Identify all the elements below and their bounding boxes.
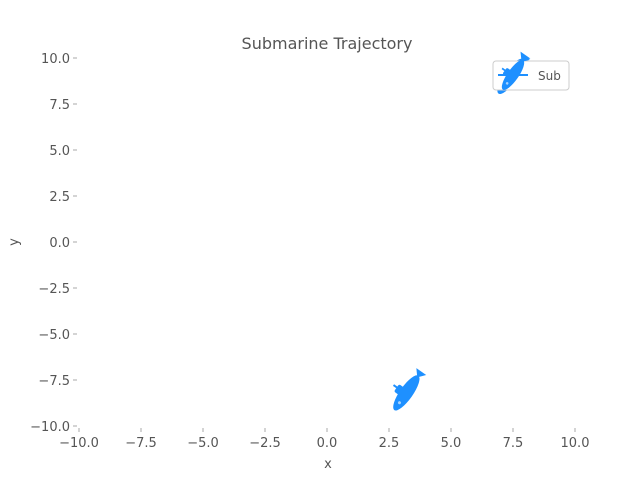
- y-tick-label: 2.5: [49, 190, 70, 205]
- chart-title: Submarine Trajectory: [242, 34, 413, 53]
- x-tick-label: −5.0: [187, 436, 219, 451]
- x-tick-label: 10.0: [561, 436, 590, 451]
- y-tick-label: −2.5: [38, 282, 70, 297]
- x-tick-label: −10.0: [59, 436, 99, 451]
- legend-marker: [498, 53, 530, 90]
- y-axis-ticks: −10.0 −7.5 −5.0 −2.5 0.0 2.5 5.0 7.5 10.0: [30, 52, 77, 435]
- y-tick-label: −7.5: [38, 374, 70, 389]
- y-tick-label: 10.0: [41, 52, 70, 67]
- x-tick-label: 2.5: [379, 436, 400, 451]
- y-tick-label: 7.5: [49, 98, 70, 113]
- submarine-icon: [392, 368, 427, 411]
- y-tick-label: 0.0: [49, 236, 70, 251]
- x-tick-label: 7.5: [503, 436, 524, 451]
- legend-label-sub: Sub: [538, 69, 561, 83]
- x-tick-label: 0.0: [317, 436, 338, 451]
- x-tick-label: −7.5: [125, 436, 157, 451]
- x-axis-ticks: −10.0 −7.5 −5.0 −2.5 0.0 2.5 5.0 7.5 10.0: [59, 428, 589, 451]
- y-tick-label: −5.0: [38, 328, 70, 343]
- submarine-icon: [501, 53, 530, 90]
- y-tick-label: −10.0: [30, 420, 70, 435]
- legend: Sub: [492, 53, 570, 91]
- y-tick-label: 5.0: [49, 144, 70, 159]
- x-tick-label: 5.0: [441, 436, 462, 451]
- y-axis-label: y: [7, 238, 22, 246]
- x-axis-label: x: [324, 457, 332, 472]
- data-points: [392, 51, 531, 411]
- x-tick-label: −2.5: [249, 436, 281, 451]
